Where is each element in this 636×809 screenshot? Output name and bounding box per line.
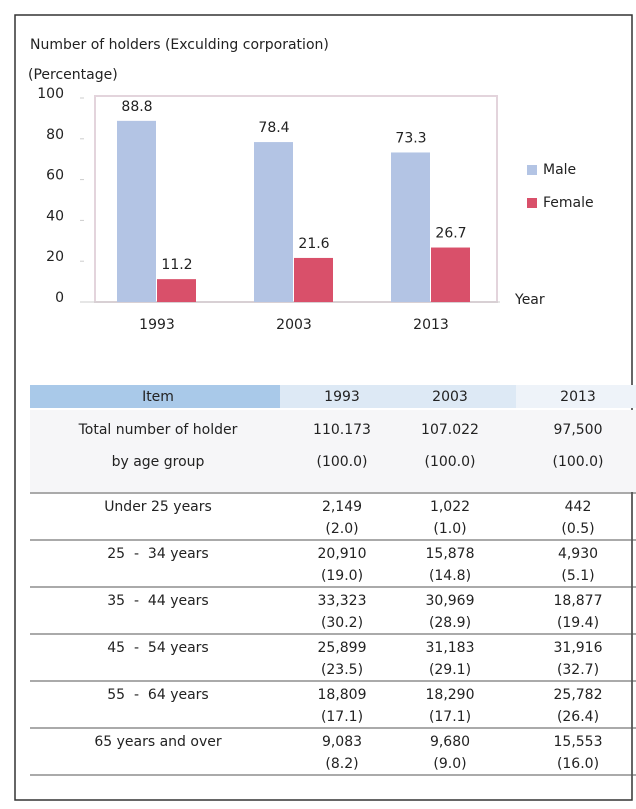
cell: (29.1) — [429, 662, 471, 678]
cell: (100.0) — [316, 454, 367, 470]
legend-label: Female — [543, 195, 594, 211]
cell: (100.0) — [552, 454, 603, 470]
bar — [254, 142, 293, 302]
row-label: Total number of holder — [78, 422, 238, 438]
y-tick-label: 20 — [46, 249, 64, 265]
cell: (9.0) — [433, 756, 466, 772]
cell: 9,083 — [322, 734, 362, 750]
cell: (1.0) — [433, 521, 466, 537]
y-axis-label: (Percentage) — [28, 67, 118, 83]
cell: 2,149 — [322, 499, 362, 515]
data-label: 11.2 — [161, 257, 192, 273]
cell: 1,022 — [430, 499, 470, 515]
y-tick-label: 0 — [55, 290, 64, 306]
y-tick-label: 100 — [37, 86, 64, 102]
cell: 18,290 — [426, 687, 475, 703]
cell: (19.4) — [557, 615, 599, 631]
cell: (19.0) — [321, 568, 363, 584]
x-axis-label: Year — [514, 292, 545, 308]
cell: (2.0) — [325, 521, 358, 537]
cell: 31,916 — [554, 640, 603, 656]
header-cell — [516, 385, 636, 408]
cell: (30.2) — [321, 615, 363, 631]
legend-swatch — [527, 198, 537, 208]
row-label: 35 - 44 years — [107, 593, 208, 609]
header-text: 2003 — [432, 389, 468, 405]
y-tick-label: 80 — [46, 127, 64, 143]
cell: (32.7) — [557, 662, 599, 678]
cell: (23.5) — [321, 662, 363, 678]
legend-swatch — [527, 165, 537, 175]
legend-label: Male — [543, 162, 576, 178]
cell: 33,323 — [318, 593, 367, 609]
data-label: 88.8 — [121, 99, 152, 115]
row-label: by age group — [112, 454, 205, 470]
bar — [117, 120, 156, 303]
bar — [391, 152, 430, 302]
cell: (26.4) — [557, 709, 599, 725]
total-row-bg — [30, 410, 636, 492]
bar — [431, 247, 470, 302]
cell: (17.1) — [429, 709, 471, 725]
header-cell — [280, 385, 516, 408]
header-text: 1993 — [324, 389, 360, 405]
cell: 25,899 — [318, 640, 367, 656]
data-label: 21.6 — [298, 236, 329, 252]
row-label: 45 - 54 years — [107, 640, 208, 656]
cell: 30,969 — [426, 593, 475, 609]
cell: (17.1) — [321, 709, 363, 725]
cell: (0.5) — [561, 521, 594, 537]
cell: 9,680 — [430, 734, 470, 750]
cell: 15,878 — [426, 546, 475, 562]
header-text: Item — [142, 389, 174, 405]
data-label: 73.3 — [395, 130, 426, 146]
bar — [157, 279, 196, 302]
header-text: 2013 — [560, 389, 596, 405]
chart-title: Number of holders (Exculding corporation… — [30, 37, 329, 53]
x-tick-label: 2003 — [276, 317, 312, 333]
x-tick-label: 1993 — [139, 317, 175, 333]
cell: 97,500 — [554, 422, 603, 438]
cell: (28.9) — [429, 615, 471, 631]
header-cell — [30, 385, 280, 408]
row-label: 55 - 64 years — [107, 687, 208, 703]
row-label: 25 - 34 years — [107, 546, 208, 562]
y-tick-label: 40 — [46, 208, 64, 224]
cell: 31,183 — [426, 640, 475, 656]
cell: 18,877 — [554, 593, 603, 609]
y-tick-label: 60 — [46, 168, 64, 184]
cell: 25,782 — [554, 687, 603, 703]
row-label: Under 25 years — [104, 499, 212, 515]
cell: (16.0) — [557, 756, 599, 772]
cell: (8.2) — [325, 756, 358, 772]
row-label: 65 years and over — [94, 734, 221, 750]
cell: (100.0) — [424, 454, 475, 470]
bar — [294, 257, 333, 302]
cell: (14.8) — [429, 568, 471, 584]
cell: 20,910 — [318, 546, 367, 562]
cell: 18,809 — [318, 687, 367, 703]
cell: 442 — [565, 499, 592, 515]
x-tick-label: 2013 — [413, 317, 449, 333]
cell: 15,553 — [554, 734, 603, 750]
cell: 110.173 — [313, 422, 371, 438]
cell: 4,930 — [558, 546, 598, 562]
cell: (5.1) — [561, 568, 594, 584]
data-label: 26.7 — [435, 226, 466, 242]
cell: 107.022 — [421, 422, 479, 438]
data-label: 78.4 — [258, 120, 289, 136]
